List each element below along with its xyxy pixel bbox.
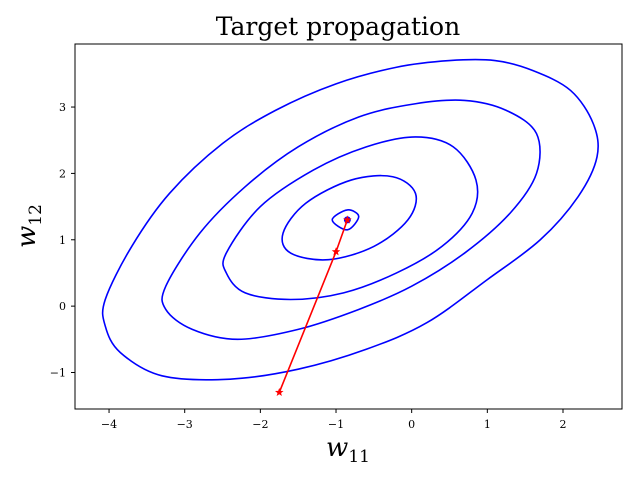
x-axis: −4 −3 −2 −1 0 1 2: [101, 409, 566, 431]
x-axis-label-base: w: [326, 433, 348, 463]
y-tick-label: 2: [59, 167, 66, 180]
x-tick-label: −1: [328, 418, 344, 431]
y-tick-label: 1: [59, 234, 66, 247]
x-axis-label: w11: [326, 433, 370, 467]
contour-level-1: [331, 209, 360, 231]
y-axis-label-base: w: [12, 226, 42, 248]
chart-title: Target propagation: [216, 12, 460, 41]
path-point-3: [343, 215, 352, 224]
x-tick-label: −3: [177, 418, 193, 431]
contour-level-3: [222, 136, 479, 301]
plot-area: [74, 43, 623, 410]
path-point-2: [331, 247, 341, 256]
plot-frame: [74, 43, 623, 410]
y-axis-label-sub: 12: [26, 204, 46, 226]
contour-level-5: [101, 58, 599, 381]
contour-level-2: [281, 174, 418, 261]
x-axis-label-sub: 11: [348, 447, 370, 467]
target-path-line: [278, 219, 349, 393]
x-tick-label: −2: [252, 418, 268, 431]
y-tick-label: −1: [50, 367, 66, 380]
contour-level-4: [161, 99, 541, 341]
x-tick-label: −4: [101, 418, 117, 431]
x-tick-label: 1: [484, 418, 491, 431]
path-point-1: [274, 387, 284, 397]
target-path-group: [274, 215, 352, 397]
x-tick-label: 0: [408, 418, 415, 431]
y-axis-label: w12: [12, 204, 46, 248]
y-axis: −1 0 1 2 3: [50, 101, 75, 380]
y-tick-label: 3: [59, 101, 66, 114]
y-tick-label: 0: [59, 300, 66, 313]
x-tick-label: 2: [559, 418, 566, 431]
contour-group: [101, 58, 599, 381]
